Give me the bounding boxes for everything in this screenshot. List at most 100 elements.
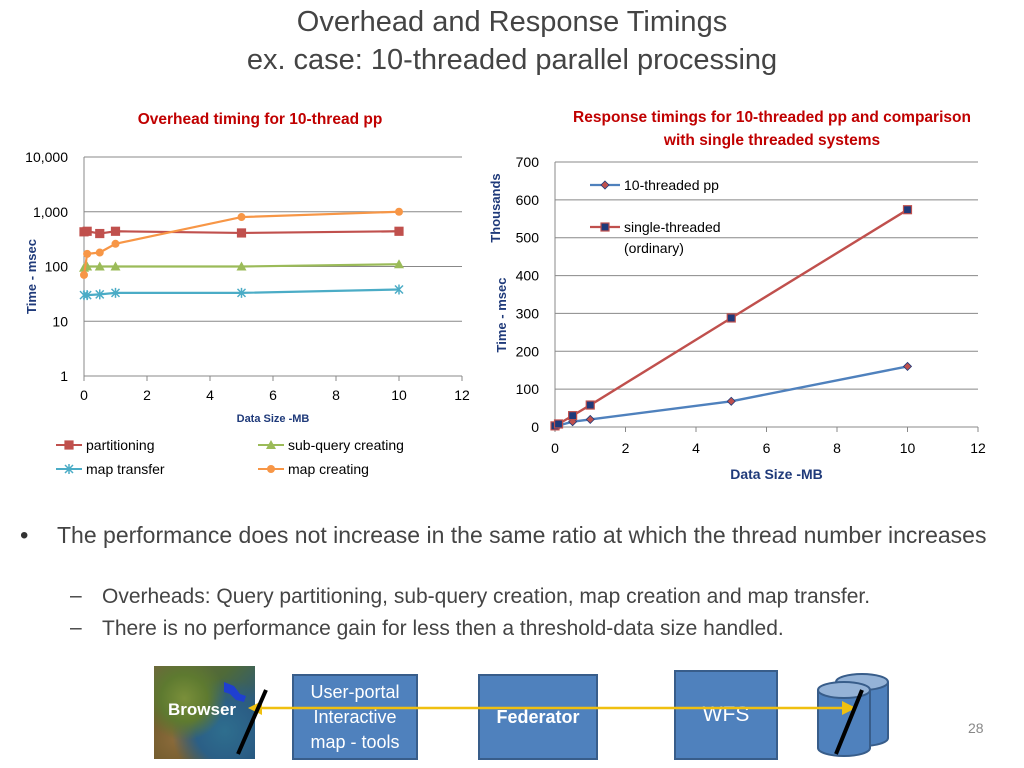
data-point — [95, 248, 104, 257]
y-tick-label: 0 — [531, 419, 539, 435]
user-portal-label: User-portal Interactive map - tools — [310, 681, 400, 752]
x-tick-label: 2 — [622, 440, 630, 456]
y-tick-label: 10,000 — [25, 149, 68, 165]
data-point — [395, 207, 403, 216]
bullet-marker: • — [20, 522, 29, 549]
y-tick-label: 200 — [516, 343, 540, 359]
x-tick-label: 4 — [692, 440, 700, 456]
diagram-connectors — [236, 673, 889, 757]
y-tick-label: 400 — [516, 268, 540, 284]
federator-label: Federator — [496, 706, 580, 727]
data-point — [726, 396, 736, 406]
sub-bullet-dash: – — [70, 616, 82, 639]
response-chart-title: Response timings for 10-threaded pp and … — [573, 109, 971, 149]
browser-map-thumbnail — [154, 666, 255, 759]
firewall-slash-right — [834, 689, 864, 755]
database-icon — [817, 673, 889, 757]
legend-label: map creating — [288, 461, 369, 477]
legend-label: map transfer — [86, 461, 165, 477]
x-tick-label: 8 — [332, 387, 340, 403]
data-point — [585, 414, 595, 424]
data-point — [110, 261, 121, 271]
data-point — [110, 226, 121, 236]
data-point — [394, 284, 404, 295]
overhead-chart: 1 10 100 1,000 10,000 0 2 4 6 8 10 12 Data Size -MB T… — [24, 149, 470, 477]
map-marker-icon — [224, 682, 246, 702]
legend-marker — [267, 465, 275, 473]
y-tick-label: 600 — [516, 192, 540, 208]
data-point — [394, 226, 404, 236]
data-point — [111, 239, 120, 248]
x-axis-label: Data Size -MB — [730, 466, 823, 482]
series-line-10-threaded-pp — [554, 365, 908, 428]
y-tick-label: 300 — [516, 305, 540, 321]
wfs-box: WFS — [674, 670, 778, 760]
y-tick-label: 1,000 — [33, 204, 68, 220]
x-tick-label: 4 — [206, 387, 214, 403]
y-units-label: Thousands — [488, 173, 503, 242]
data-point — [568, 411, 578, 421]
sub-bullet-threshold: There is no performance gain for less th… — [102, 617, 784, 640]
y-axis-label: Time - msec — [24, 239, 39, 314]
data-point — [110, 287, 121, 298]
x-tick-label: 0 — [551, 440, 559, 456]
response-chart: 0 100 200 300 400 500 600 700 0 2 4 6 8 10 12 Data Size… — [488, 154, 986, 482]
x-tick-label: 2 — [143, 387, 151, 403]
data-point — [902, 361, 913, 371]
architecture-diagram: Browser User-portal Interactive map - to… — [0, 660, 1024, 768]
browser-label: Browser — [168, 700, 237, 719]
user-portal-box: User-portal Interactive map - tools — [292, 674, 418, 760]
firewall-slash-left — [236, 689, 268, 755]
x-tick-label: 8 — [833, 440, 841, 456]
x-tick-label: 10 — [391, 387, 407, 403]
overhead-chart-title: Overhead timing for 10-thread pp — [137, 111, 383, 128]
x-tick-label: 6 — [269, 387, 277, 403]
data-point — [236, 287, 247, 298]
legend-label: sub-query creating — [288, 437, 404, 453]
federator-box: Federator — [478, 674, 598, 760]
y-tick-label: 10 — [52, 313, 68, 329]
data-point — [237, 213, 246, 222]
data-point — [94, 261, 105, 271]
data-point — [80, 270, 88, 279]
data-point — [726, 313, 736, 323]
legend-marker — [600, 180, 610, 190]
legend-label: partitioning — [86, 437, 155, 453]
y-axis-label: Time - msec — [494, 278, 509, 353]
legend-label: 10-threaded pp — [624, 177, 719, 193]
legend-label-line: (ordinary) — [624, 240, 684, 256]
x-tick-label: 12 — [454, 387, 470, 403]
legend-label: single-threaded (ordinary) — [624, 219, 721, 256]
sub-bullet-dash: – — [70, 584, 82, 607]
y-tick-label: 1 — [60, 368, 68, 384]
data-point — [902, 205, 913, 215]
legend-marker — [64, 440, 74, 450]
data-point — [82, 290, 92, 301]
legend-label-line: single-threaded — [624, 219, 721, 235]
x-tick-label: 10 — [900, 440, 916, 456]
legend-marker — [266, 440, 276, 449]
y-tick-label: 100 — [516, 381, 540, 397]
arrowhead-right-icon — [842, 701, 856, 715]
data-point — [236, 261, 247, 271]
y-tick-label: 700 — [516, 154, 540, 170]
legend-marker — [64, 464, 74, 474]
y-tick-label: 100 — [45, 259, 69, 275]
sub-bullet-overheads: Overheads: Query partitioning, sub-query… — [102, 585, 871, 608]
data-point — [95, 289, 105, 300]
x-tick-label: 0 — [80, 387, 88, 403]
y-tick-label: 500 — [516, 230, 540, 246]
data-point — [95, 228, 105, 239]
x-axis-label: Data Size -MB — [237, 413, 310, 425]
slide-title-line1: Overhead and Response Timings — [296, 6, 728, 38]
slide-title-line2: ex. case: 10-threaded parallel processin… — [246, 44, 778, 76]
bullet-main: The performance does not increase in the… — [57, 522, 987, 548]
page-number: 28 — [968, 720, 984, 736]
data-point — [394, 259, 404, 269]
data-point — [553, 419, 564, 429]
data-point — [585, 400, 595, 410]
legend-marker — [600, 222, 610, 232]
x-tick-label: 12 — [970, 440, 986, 456]
x-tick-label: 6 — [763, 440, 771, 456]
data-point — [83, 249, 92, 258]
